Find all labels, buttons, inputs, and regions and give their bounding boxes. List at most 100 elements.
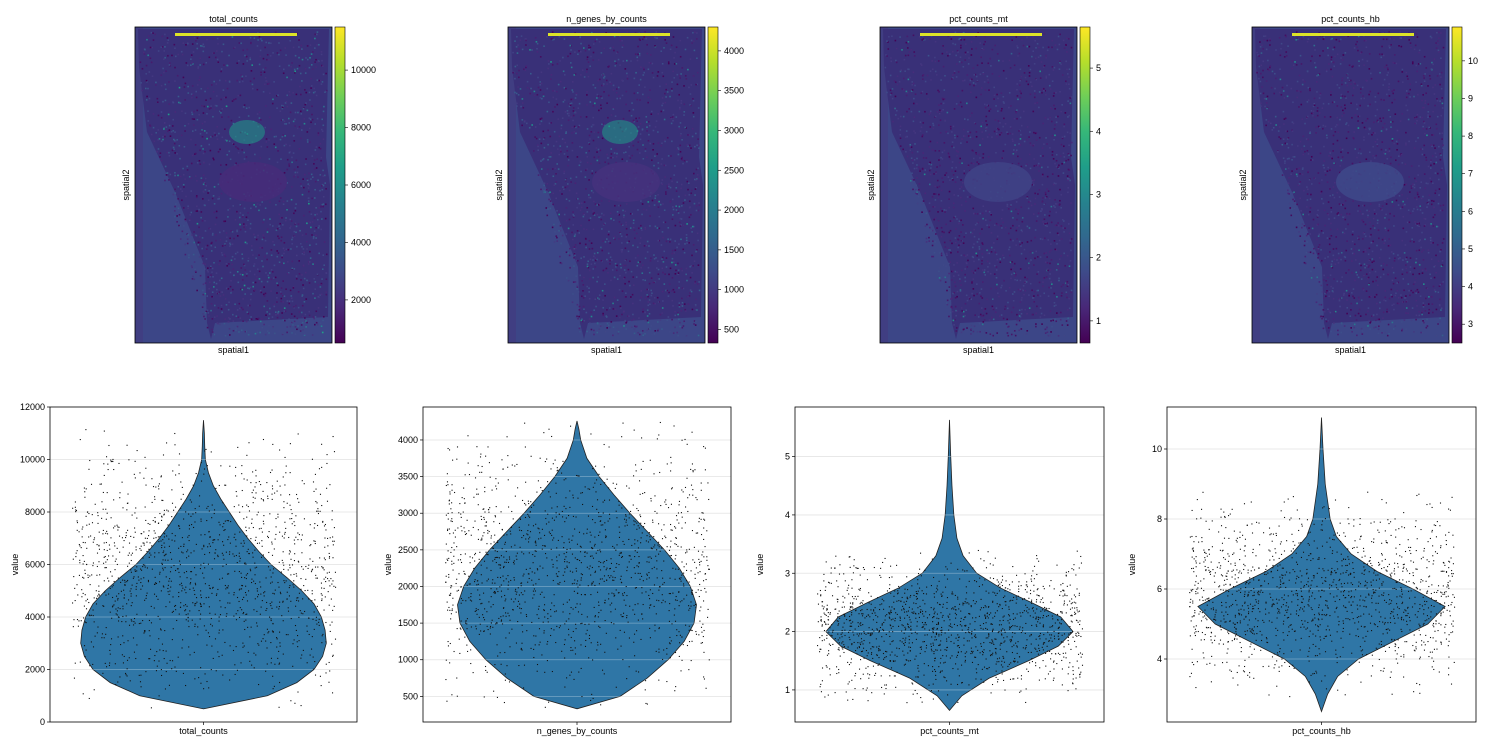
spot (214, 223, 217, 226)
spot (215, 50, 218, 52)
spot (286, 326, 289, 328)
spot (310, 226, 312, 229)
spot (621, 251, 623, 253)
spot (654, 303, 657, 305)
spot (230, 230, 232, 232)
spot (182, 183, 185, 186)
spot (649, 260, 652, 262)
spot (607, 252, 610, 255)
spot (276, 282, 278, 285)
spot (952, 270, 954, 272)
spot (314, 288, 317, 290)
spot (629, 157, 632, 159)
spot (610, 72, 613, 75)
spot (1345, 123, 1347, 126)
spot (1062, 39, 1065, 42)
spot (191, 85, 194, 87)
spot (168, 124, 171, 127)
spot (1427, 111, 1430, 113)
spot (958, 220, 961, 223)
spot (211, 331, 214, 333)
spot (1029, 68, 1032, 71)
spot (1430, 159, 1432, 162)
spot (559, 261, 562, 264)
spot (1358, 115, 1361, 118)
spot (692, 97, 694, 100)
spot (944, 246, 947, 248)
spot (1033, 96, 1036, 99)
spot (1269, 65, 1272, 67)
spot (632, 108, 635, 111)
spot (696, 32, 698, 34)
spot (314, 297, 316, 299)
spot (1047, 166, 1049, 168)
spot (282, 134, 284, 136)
spot (661, 290, 664, 293)
spot (261, 39, 263, 42)
spot (607, 260, 609, 262)
spot (290, 295, 293, 297)
spot (515, 72, 518, 75)
spot (674, 165, 676, 167)
spot (199, 76, 201, 79)
spot (554, 231, 556, 233)
spot (646, 43, 648, 46)
spot (604, 222, 606, 225)
spot (1016, 83, 1018, 85)
spot (1041, 166, 1043, 169)
spot (291, 300, 294, 303)
spot (1367, 310, 1369, 313)
spot (929, 111, 932, 114)
spot (324, 91, 326, 94)
spot (949, 249, 951, 251)
spot (303, 253, 305, 256)
spot (220, 70, 222, 73)
spot (280, 292, 283, 295)
spot (1043, 292, 1046, 295)
spot (596, 204, 598, 206)
spot (946, 289, 948, 292)
spot (907, 68, 909, 70)
spot (1059, 90, 1061, 93)
spot (911, 178, 914, 181)
spot (554, 183, 557, 185)
spot (157, 50, 160, 52)
spot (1329, 228, 1332, 231)
spot (606, 238, 608, 240)
spot (295, 93, 298, 96)
spot (184, 253, 187, 256)
spot (285, 217, 287, 219)
spot (268, 317, 270, 320)
spot (579, 36, 581, 39)
spot (279, 110, 282, 113)
spot (202, 148, 204, 150)
spot (1321, 317, 1323, 320)
spot (225, 96, 227, 99)
spot (227, 116, 230, 118)
spot (593, 333, 595, 336)
spot (1019, 68, 1022, 71)
spot (671, 116, 674, 118)
spot (935, 233, 937, 235)
spot (320, 53, 323, 56)
spot (962, 310, 965, 313)
spot (978, 322, 981, 325)
spot (655, 201, 658, 203)
spot (642, 310, 644, 313)
spot (976, 213, 979, 215)
spot (982, 269, 984, 271)
spot (635, 320, 638, 323)
spot (685, 273, 687, 276)
spot (228, 140, 231, 143)
spot (659, 319, 662, 321)
spot (245, 216, 248, 219)
spot (646, 251, 649, 253)
spot (618, 238, 620, 240)
spot (1389, 115, 1392, 118)
spot (290, 248, 292, 250)
spot (945, 209, 947, 212)
spot (1069, 177, 1071, 179)
spot (1327, 308, 1329, 311)
spot (518, 76, 520, 79)
spot (657, 71, 660, 73)
